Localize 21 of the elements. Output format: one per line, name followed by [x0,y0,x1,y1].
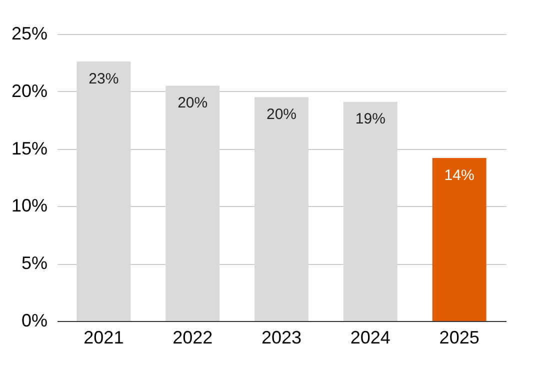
y-tick-label: 25% [11,24,48,44]
bar [343,102,398,321]
data-label: 20% [266,106,297,124]
data-label: 14% [444,166,474,184]
bar [166,86,220,321]
x-tick-label: 2022 [172,328,213,348]
bar [254,97,308,321]
x-tick-label: 2021 [84,328,124,348]
y-tick-label: 10% [11,196,48,216]
y-tick-label: 0% [21,310,48,330]
x-tick-label: 2025 [439,328,480,348]
x-tick-label: 2023 [261,328,302,348]
y-tick-label: 20% [11,80,48,101]
y-tick-label: 5% [21,253,48,274]
bar [432,158,486,321]
data-label: 23% [88,70,119,88]
data-label: 19% [355,110,386,128]
y-tick-label: 15% [11,138,48,158]
bar [76,62,131,321]
data-label: 20% [178,94,208,112]
x-tick-label: 2024 [350,328,390,348]
